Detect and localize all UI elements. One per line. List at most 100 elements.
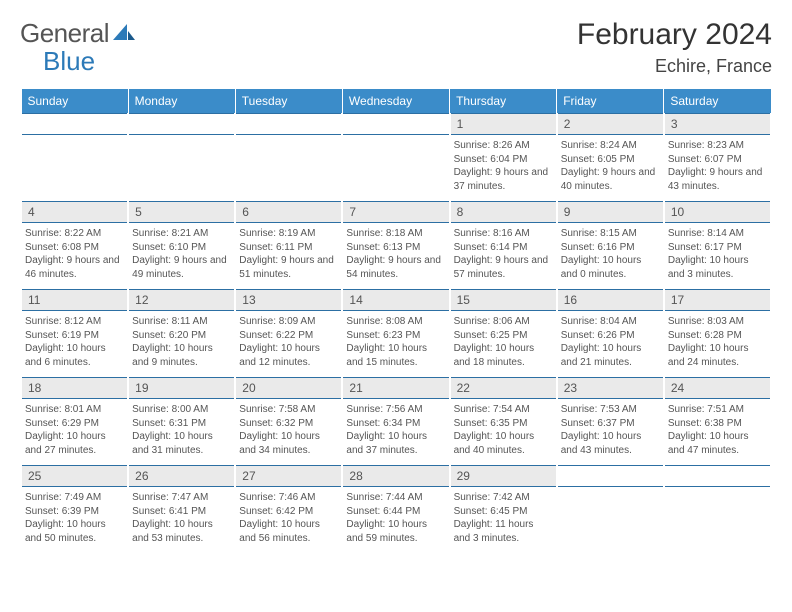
sunrise-line: Sunrise: 7:42 AM	[454, 491, 553, 505]
day-detail-cell: Sunrise: 7:51 AMSunset: 6:38 PMDaylight:…	[664, 399, 771, 466]
daylight-line: Daylight: 10 hours and 12 minutes.	[239, 342, 338, 369]
day-detail-cell: Sunrise: 8:08 AMSunset: 6:23 PMDaylight:…	[342, 311, 449, 378]
daylight-line: Daylight: 10 hours and 50 minutes.	[25, 518, 124, 545]
sunset-line: Sunset: 6:26 PM	[561, 329, 660, 343]
sunset-line: Sunset: 6:25 PM	[454, 329, 553, 343]
day-number-cell: 3	[664, 114, 771, 135]
daylight-line: Daylight: 9 hours and 57 minutes.	[454, 254, 553, 281]
daylight-line: Daylight: 9 hours and 51 minutes.	[239, 254, 338, 281]
sunset-line: Sunset: 6:32 PM	[239, 417, 338, 431]
sunset-line: Sunset: 6:37 PM	[561, 417, 660, 431]
day-detail-cell: Sunrise: 8:06 AMSunset: 6:25 PMDaylight:…	[450, 311, 557, 378]
daylight-line: Daylight: 10 hours and 47 minutes.	[668, 430, 767, 457]
day-number-cell: 2	[557, 114, 664, 135]
day-detail-cell: Sunrise: 8:01 AMSunset: 6:29 PMDaylight:…	[21, 399, 128, 466]
day-detail-cell	[664, 487, 771, 554]
sunrise-line: Sunrise: 8:16 AM	[454, 227, 553, 241]
day-number-cell: 18	[21, 378, 128, 399]
day-detail-cell: Sunrise: 8:00 AMSunset: 6:31 PMDaylight:…	[128, 399, 235, 466]
daylight-line: Daylight: 9 hours and 49 minutes.	[132, 254, 231, 281]
sunset-line: Sunset: 6:29 PM	[25, 417, 124, 431]
week-row: Sunrise: 8:12 AMSunset: 6:19 PMDaylight:…	[21, 311, 771, 378]
sunrise-line: Sunrise: 8:09 AM	[239, 315, 338, 329]
day-detail-cell: Sunrise: 7:54 AMSunset: 6:35 PMDaylight:…	[450, 399, 557, 466]
daylight-line: Daylight: 10 hours and 43 minutes.	[561, 430, 660, 457]
day-number-cell: 24	[664, 378, 771, 399]
day-detail-cell	[342, 135, 449, 202]
day-detail-cell: Sunrise: 7:42 AMSunset: 6:45 PMDaylight:…	[450, 487, 557, 554]
day-number-cell: 7	[342, 202, 449, 223]
day-detail-cell: Sunrise: 8:12 AMSunset: 6:19 PMDaylight:…	[21, 311, 128, 378]
daylight-line: Daylight: 10 hours and 21 minutes.	[561, 342, 660, 369]
daynum-row: 45678910	[21, 202, 771, 223]
day-number-cell: 17	[664, 290, 771, 311]
day-number-cell: 21	[342, 378, 449, 399]
daylight-line: Daylight: 10 hours and 9 minutes.	[132, 342, 231, 369]
week-row: Sunrise: 8:01 AMSunset: 6:29 PM Daylight:…	[21, 399, 771, 466]
day-number-cell	[664, 466, 771, 487]
sunset-line: Sunset: 6:22 PM	[239, 329, 338, 343]
sunrise-line: Sunrise: 8:03 AM	[668, 315, 767, 329]
sunrise-line: Sunrise: 8:24 AM	[561, 139, 660, 153]
day-header: Wednesday	[342, 89, 449, 114]
day-number-cell: 22	[450, 378, 557, 399]
day-number-cell: 8	[450, 202, 557, 223]
logo-text-general: General	[20, 18, 109, 49]
day-detail-cell: Sunrise: 8:04 AMSunset: 6:26 PMDaylight:…	[557, 311, 664, 378]
sunrise-line: Sunrise: 8:00 AM	[132, 403, 231, 417]
day-detail-cell: Sunrise: 7:53 AMSunset: 6:37 PMDaylight:…	[557, 399, 664, 466]
sunset-line: Sunset: 6:28 PM	[668, 329, 767, 343]
day-number-cell: 12	[128, 290, 235, 311]
day-header-row: SundayMondayTuesdayWednesdayThursdayFrid…	[21, 89, 771, 114]
daynum-row: 11121314151617	[21, 290, 771, 311]
sunrise-line: Sunrise: 7:56 AM	[346, 403, 445, 417]
day-number-cell: 6	[235, 202, 342, 223]
daylight-line: Daylight: 9 hours and 46 minutes.	[25, 254, 124, 281]
sunset-line: Sunset: 6:45 PM	[454, 505, 553, 519]
sunrise-line: Sunrise: 8:23 AM	[668, 139, 767, 153]
sunset-line: Sunset: 6:05 PM	[561, 153, 660, 167]
sunset-line: Sunset: 6:44 PM	[346, 505, 445, 519]
sunrise-line: Sunrise: 8:22 AM	[25, 227, 124, 241]
daylight-line: Daylight: 10 hours and 53 minutes.	[132, 518, 231, 545]
sunset-line: Sunset: 6:17 PM	[668, 241, 767, 255]
title-block: February 2024 Echire, France	[577, 18, 772, 77]
sunset-line: Sunset: 6:42 PM	[239, 505, 338, 519]
sunrise-line: Sunrise: 7:51 AM	[668, 403, 767, 417]
daylight-line: Daylight: 9 hours and 37 minutes.	[454, 166, 553, 193]
daylight-line: Daylight: 10 hours and 34 minutes.	[239, 430, 338, 457]
daylight-line: Daylight: 10 hours and 31 minutes.	[132, 430, 231, 457]
day-detail-cell: Sunrise: 8:19 AMSunset: 6:11 PMDaylight:…	[235, 223, 342, 290]
day-detail-cell: Sunrise: 8:14 AMSunset: 6:17 PMDaylight:…	[664, 223, 771, 290]
sunset-line: Sunset: 6:04 PM	[454, 153, 553, 167]
week-row: Sunrise: 8:22 AMSunset: 6:08 PMDaylight:…	[21, 223, 771, 290]
sunrise-line: Sunrise: 8:06 AM	[454, 315, 553, 329]
day-number-cell: 1	[450, 114, 557, 135]
sunrise-line: Sunrise: 7:58 AM	[239, 403, 338, 417]
day-number-cell: 20	[235, 378, 342, 399]
day-number-cell	[21, 114, 128, 135]
day-header: Saturday	[664, 89, 771, 114]
daylight-line: Daylight: 9 hours and 54 minutes.	[346, 254, 445, 281]
day-number-cell: 14	[342, 290, 449, 311]
sunrise-line: Sunrise: 8:01 AM	[25, 403, 124, 417]
day-number-cell	[557, 466, 664, 487]
logo-sail-icon	[113, 18, 135, 49]
day-number-cell	[235, 114, 342, 135]
sunrise-line: Sunrise: 7:47 AM	[132, 491, 231, 505]
daylight-line: Daylight: 10 hours and 18 minutes.	[454, 342, 553, 369]
sunrise-line: Sunrise: 8:19 AM	[239, 227, 338, 241]
daylight-line: Daylight: 10 hours and 0 minutes.	[561, 254, 660, 281]
day-number-cell: 5	[128, 202, 235, 223]
day-detail-cell	[128, 135, 235, 202]
day-detail-cell	[21, 135, 128, 202]
day-detail-cell: Sunrise: 8:03 AMSunset: 6:28 PMDaylight:…	[664, 311, 771, 378]
week-row: Sunrise: 7:49 AMSunset: 6:39 PMDaylight:…	[21, 487, 771, 554]
day-number-cell: 19	[128, 378, 235, 399]
day-detail-cell: Sunrise: 8:22 AMSunset: 6:08 PMDaylight:…	[21, 223, 128, 290]
day-number-cell: 26	[128, 466, 235, 487]
day-number-cell: 25	[21, 466, 128, 487]
day-detail-cell: Sunrise: 8:26 AMSunset: 6:04 PMDaylight:…	[450, 135, 557, 202]
sunset-line: Sunset: 6:19 PM	[25, 329, 124, 343]
daylight-line: Daylight: 10 hours and 40 minutes.	[454, 430, 553, 457]
